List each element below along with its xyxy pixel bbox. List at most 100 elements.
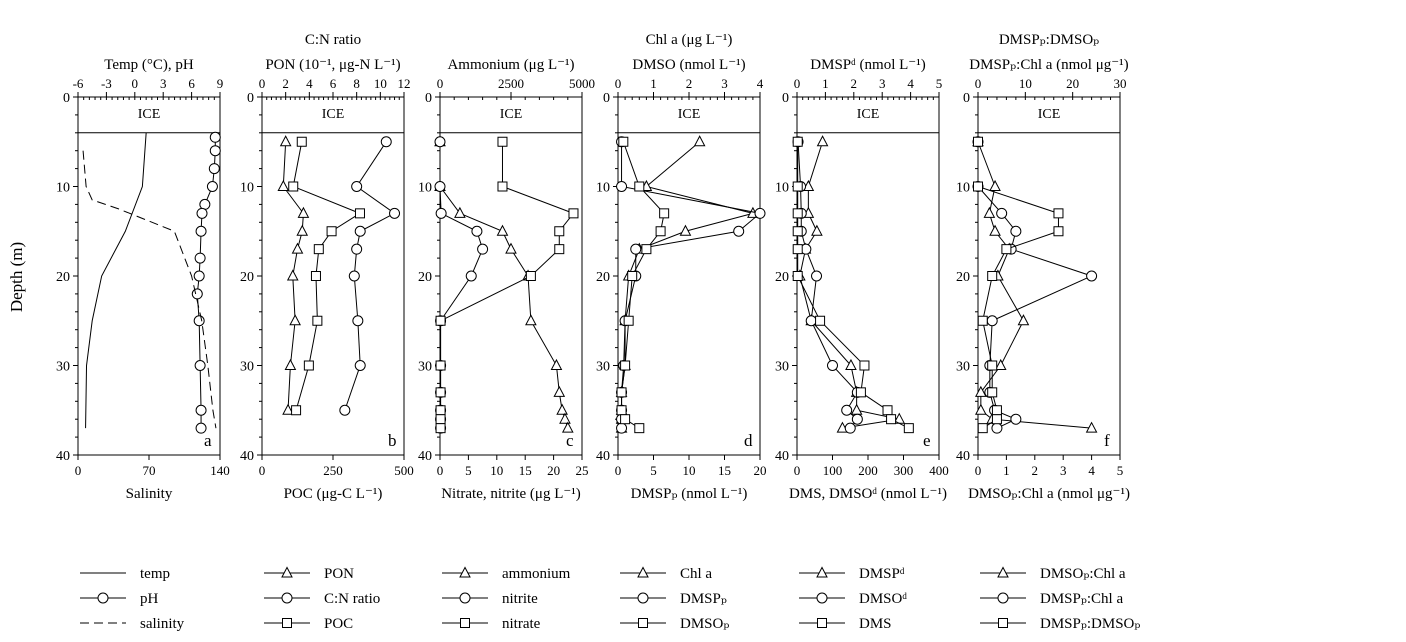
legend-triangle-marker [637, 566, 649, 578]
circle-point [193, 315, 205, 327]
top-axis-title: Temp (°C), pH [104, 57, 194, 73]
depth-tick-label: 10 [956, 181, 970, 196]
triangle-point [975, 403, 987, 415]
top-tick-label: 30 [1114, 76, 1127, 91]
depth-tick-label: 0 [63, 91, 70, 106]
top-tick-label: 3 [721, 76, 728, 91]
bottom-tick-label: 0 [75, 463, 82, 478]
depth-tick-label: 10 [56, 181, 70, 196]
bottom-tick-label: 20 [547, 463, 560, 478]
square-point [882, 405, 893, 416]
circle-point [352, 315, 364, 327]
top-tick-label: 10 [1019, 76, 1032, 91]
series-dmsp [794, 135, 906, 433]
triangle-point [525, 314, 537, 326]
series-temp [85, 132, 147, 429]
top-tick-label: 0 [975, 76, 982, 91]
bottom-tick-label: 2 [1032, 463, 1039, 478]
legend-5: DMSPᵈ DMSOᵈ DMS [799, 566, 907, 632]
top-tick-label: 2 [282, 76, 289, 91]
circle-point [733, 225, 745, 237]
series-poc [288, 136, 365, 416]
bottom-tick-label: 10 [490, 463, 503, 478]
plot-frame [261, 96, 405, 456]
square-point [310, 271, 321, 281]
triangle-point [553, 385, 566, 397]
triangle-point [693, 135, 706, 147]
legend-label-dmsp-dmso: DMSPₚ:DMSOₚ [1040, 616, 1140, 632]
legend-triangle-marker [816, 566, 828, 578]
triangle-point [994, 358, 1007, 370]
bottom-axis-title: POC (μg-C L⁻¹) [284, 486, 383, 502]
top-tick-label: 1 [822, 76, 829, 91]
circle-point [389, 207, 401, 219]
top-tick-label: 4 [757, 76, 764, 91]
panel-label: a [204, 431, 212, 450]
depth-tick-label: 20 [418, 270, 432, 285]
top-tick-label: -6 [73, 76, 84, 91]
top-tick-label: 1 [650, 76, 657, 91]
circle-point [1010, 225, 1022, 237]
square-point [568, 208, 579, 219]
bottom-tick-label: 70 [143, 463, 156, 478]
legend-circle-marker [459, 592, 471, 604]
series-dmso [616, 136, 670, 434]
square-point [792, 271, 803, 281]
circle-point [194, 252, 206, 264]
top-tick-label: 6 [188, 76, 195, 91]
top-tick-label: 12 [398, 76, 411, 91]
bottom-tick-label: 15 [718, 463, 731, 478]
square-point [435, 315, 446, 326]
top-tick-label: 10 [374, 76, 387, 91]
legend-circle-marker [816, 592, 828, 604]
ice-label: ICE [678, 107, 701, 122]
bottom-tick-label: 140 [210, 463, 230, 478]
square-point [296, 136, 307, 147]
legend-label-ammonium: ammonium [502, 566, 571, 582]
top-tick-label: 0 [132, 76, 139, 91]
ice-label: ICE [500, 107, 523, 122]
depth-tick-label: 10 [240, 181, 254, 196]
top-tick-label: 2 [851, 76, 858, 91]
triangle-point [989, 179, 1001, 191]
top-tick-label: 3 [160, 76, 167, 91]
legend-2: PON C:N ratio POC [264, 566, 380, 632]
depth-tick-label: 0 [603, 91, 610, 106]
legend-square-marker [282, 618, 292, 628]
square-point [303, 360, 314, 371]
circle-point [996, 207, 1008, 219]
square-point [354, 208, 365, 219]
square-point [792, 208, 803, 219]
legend-label-dmsp-chl-a: DMSPₚ:Chl a [1040, 591, 1123, 607]
circle-point [811, 270, 823, 282]
bottom-tick-label: 1 [1003, 463, 1010, 478]
circle-point [193, 270, 205, 282]
square-point [291, 405, 302, 416]
square-point [634, 423, 645, 434]
bottom-axis-title: DMSPₚ (nmol L⁻¹) [631, 486, 748, 502]
ice-label: ICE [138, 107, 161, 122]
depth-tick-label: 30 [418, 360, 432, 375]
circle-point [465, 270, 477, 282]
circle-point [616, 422, 628, 434]
square-point [973, 136, 983, 147]
square-point [987, 360, 998, 371]
triangle-point [561, 421, 574, 433]
legend-circle-marker [997, 592, 1009, 604]
square-point [312, 315, 323, 326]
depth-tick-label: 0 [782, 91, 789, 106]
square-point [435, 414, 446, 425]
square-point [326, 226, 337, 237]
depth-tick-label: 40 [418, 449, 432, 464]
top-tick-label: 20 [1066, 76, 1079, 91]
bottom-tick-label: 0 [975, 463, 982, 478]
top-axis-title: Ammonium (μg L⁻¹) [447, 57, 574, 73]
top-tick-label: 4 [306, 76, 313, 91]
bottom-tick-label: 20 [754, 463, 767, 478]
panel-label: d [744, 431, 753, 450]
square-point [620, 360, 631, 371]
circle-point [209, 131, 221, 143]
square-point [886, 414, 897, 425]
series-dms [792, 136, 914, 434]
